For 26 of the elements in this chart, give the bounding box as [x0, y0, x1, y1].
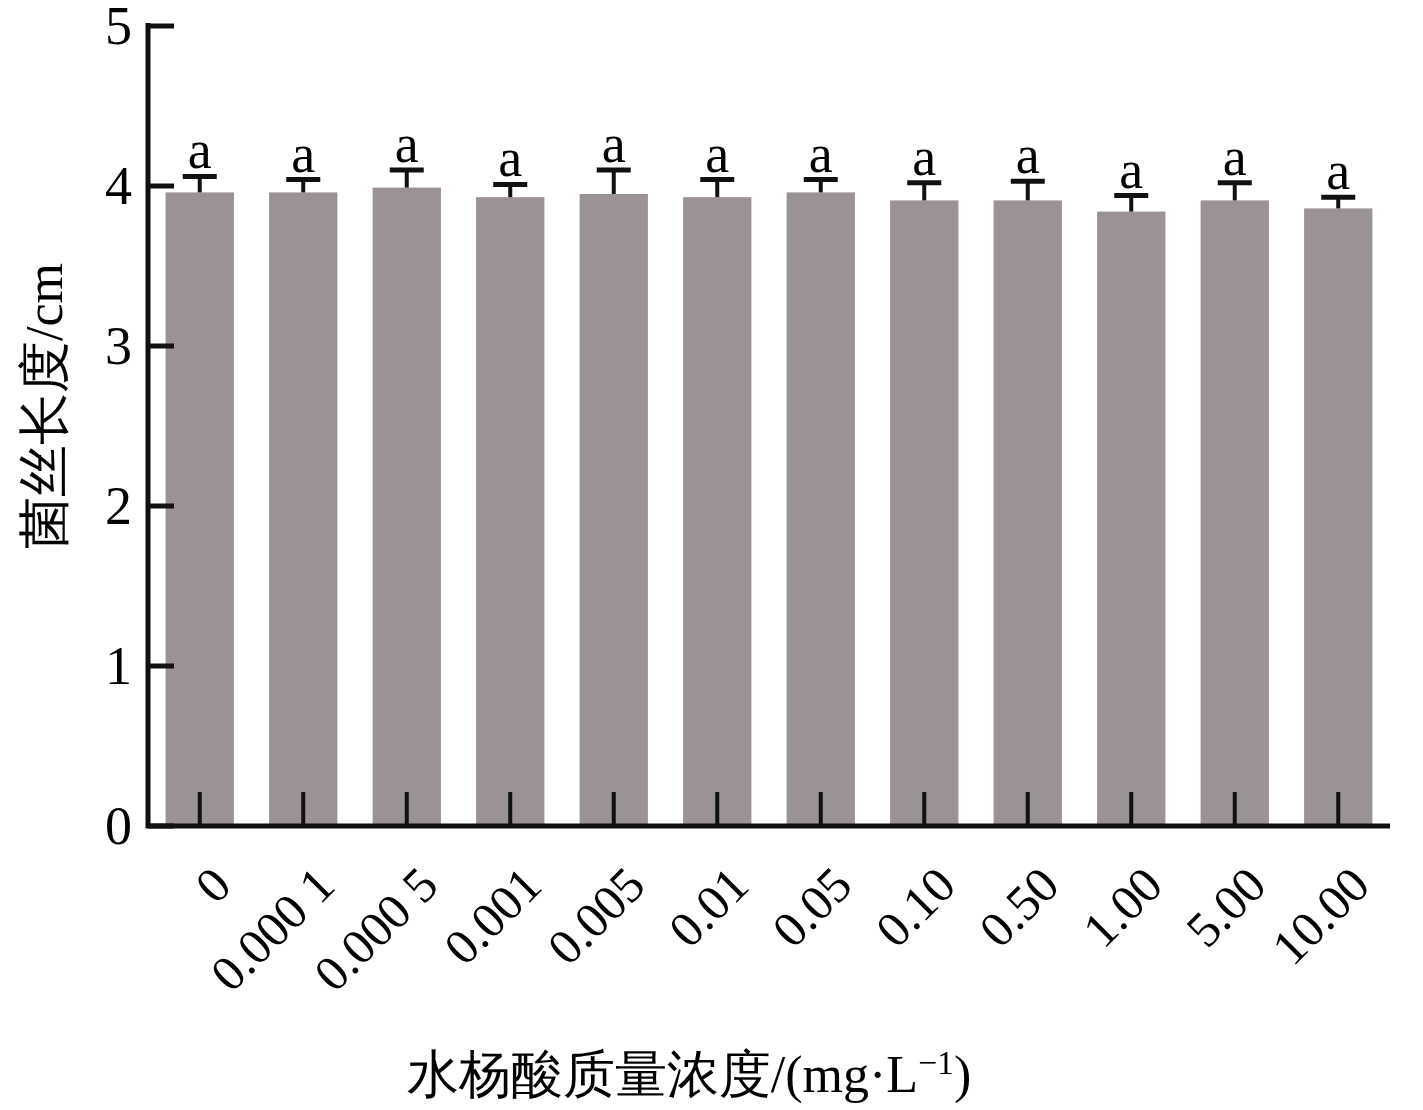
- x-tick-label: 0.01: [657, 856, 760, 958]
- x-tick-label: 5.00: [1175, 856, 1277, 958]
- x-tick-label: 0.05: [761, 856, 863, 958]
- annotation: a: [912, 126, 937, 187]
- y-axis-title: 菌丝长度/cm: [16, 263, 73, 549]
- x-tick-label: 1.00: [1071, 856, 1174, 958]
- y-tick-label: 2: [105, 476, 132, 536]
- annotation: a: [1326, 141, 1351, 202]
- annotation: a: [1119, 139, 1144, 200]
- x-tick-label: 0.50: [968, 856, 1070, 958]
- annotation: a: [291, 123, 316, 184]
- annotation: a: [394, 114, 419, 174]
- y-tick-label: 5: [105, 0, 132, 56]
- x-tick-label: 0.10: [864, 856, 967, 958]
- annotation: a: [808, 123, 833, 184]
- annotation: a: [1015, 125, 1040, 186]
- x-axis-title: 水杨酸质量浓度/(mg·L$^{−1}$): [406, 1043, 972, 1104]
- y-tick-label: 1: [105, 636, 132, 696]
- y-tick-label: 0: [105, 796, 132, 856]
- annotation: a: [1222, 126, 1247, 187]
- annotation: a: [705, 123, 730, 184]
- y-tick-label: 4: [105, 156, 132, 216]
- y-tick-label: 3: [105, 316, 132, 376]
- annotation: a: [498, 128, 523, 189]
- annotation: a: [187, 120, 212, 181]
- annotation: a: [601, 114, 626, 174]
